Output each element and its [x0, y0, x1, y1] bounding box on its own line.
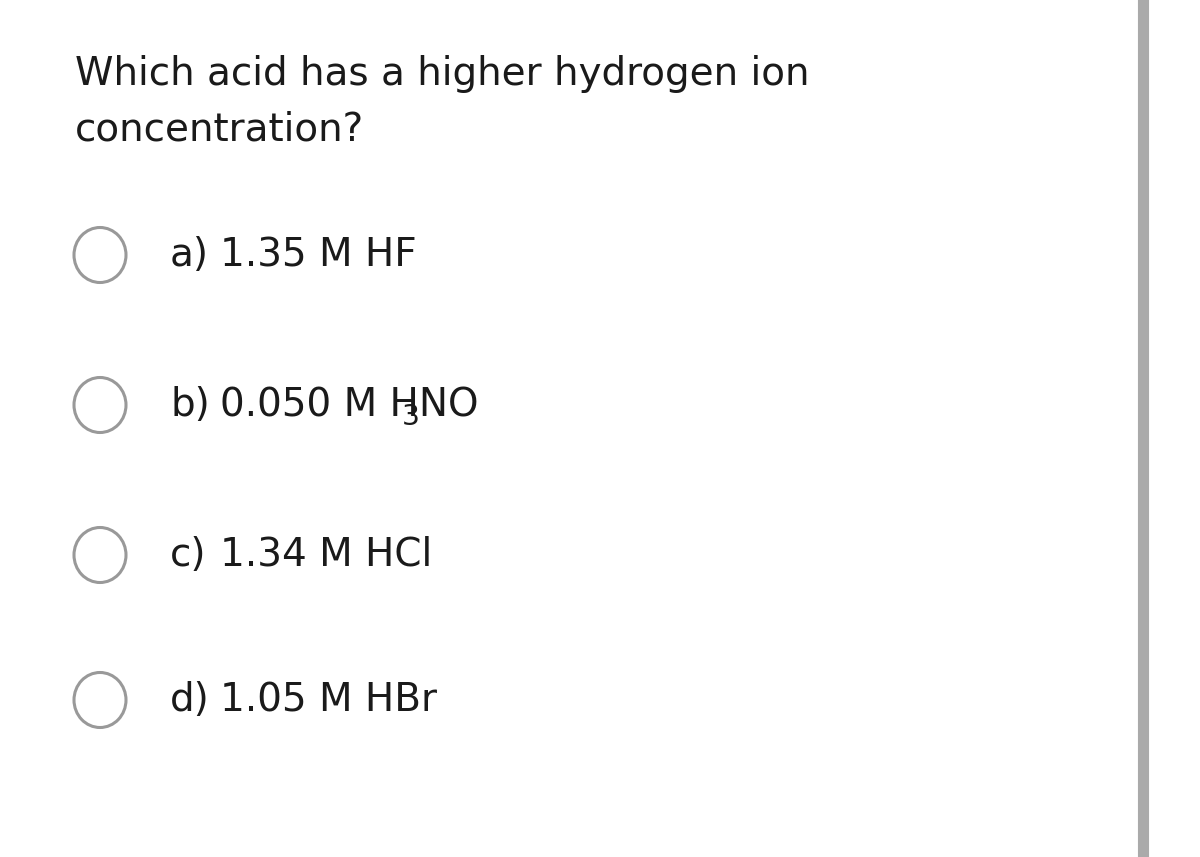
Text: 1.34 M HCl: 1.34 M HCl	[220, 536, 432, 574]
Text: 3: 3	[402, 403, 419, 431]
Text: concentration?: concentration?	[74, 110, 365, 148]
Text: b): b)	[170, 386, 210, 424]
Text: d): d)	[170, 681, 210, 719]
Text: c): c)	[170, 536, 206, 574]
Text: Which acid has a higher hydrogen ion: Which acid has a higher hydrogen ion	[74, 55, 810, 93]
Text: 1.35 M HF: 1.35 M HF	[220, 236, 416, 274]
Text: 1.05 M HBr: 1.05 M HBr	[220, 681, 437, 719]
Text: a): a)	[170, 236, 209, 274]
Text: 0.050 M HNO: 0.050 M HNO	[220, 386, 479, 424]
